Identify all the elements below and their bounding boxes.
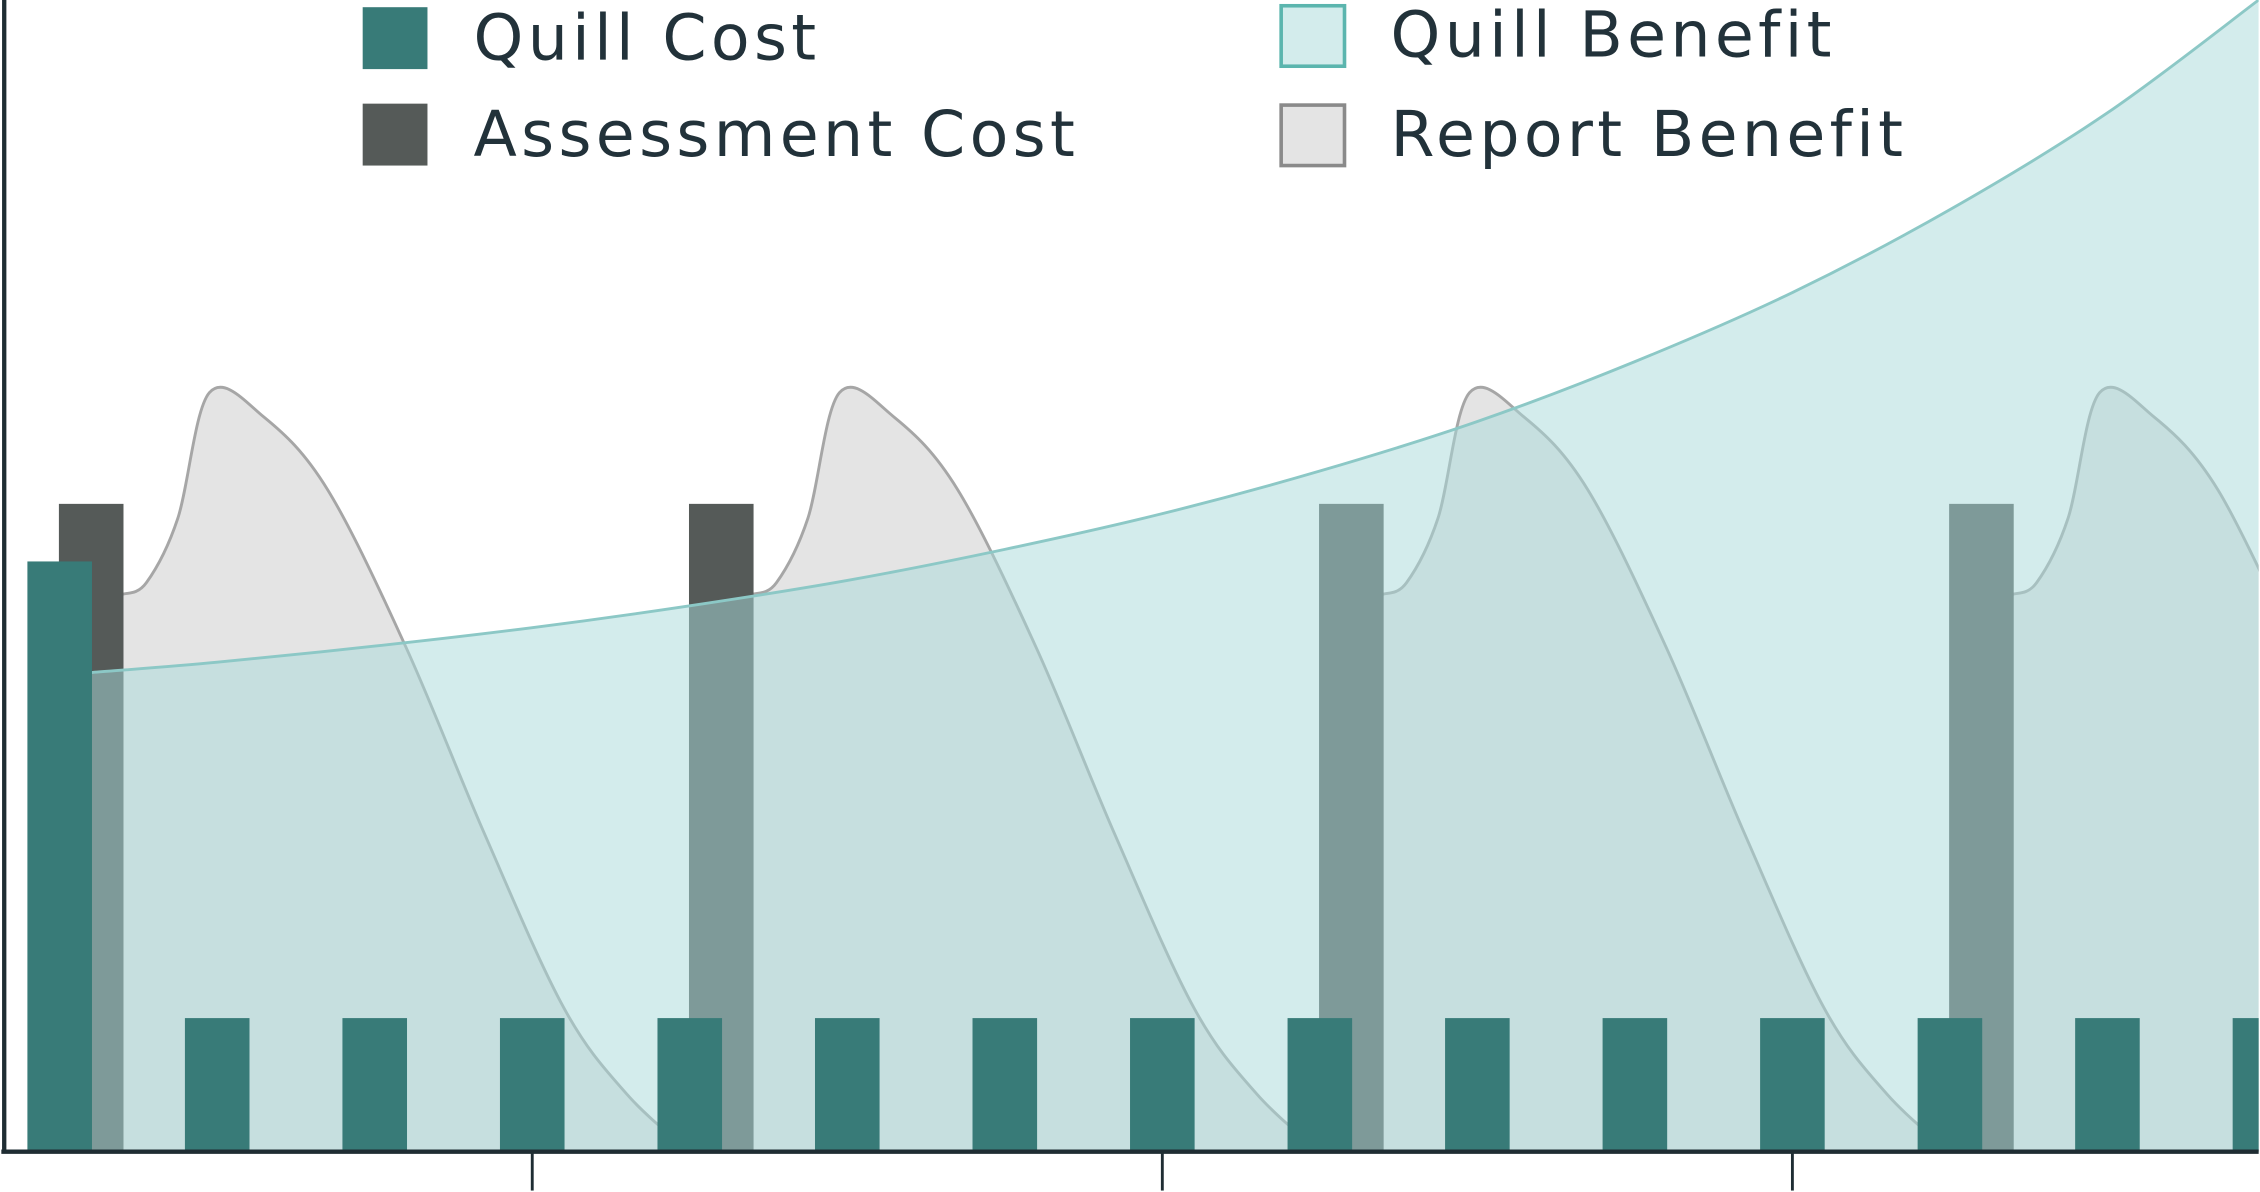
- plot-area: [27, 0, 2259, 1152]
- bar: [1445, 1018, 1510, 1152]
- bar: [27, 561, 92, 1152]
- legend-item: Quill Benefit: [1279, 0, 1836, 71]
- legend-swatch: [362, 7, 428, 70]
- bar: [972, 1018, 1038, 1152]
- bar: [814, 1018, 880, 1152]
- legend-label: Quill Benefit: [1391, 0, 1836, 71]
- bar: [2075, 1018, 2140, 1152]
- legend-swatch: [1279, 103, 1347, 168]
- bar: [1760, 1018, 1825, 1152]
- bar: [342, 1018, 408, 1152]
- bar: [657, 1018, 723, 1152]
- bar: [1130, 1018, 1195, 1152]
- bar: [1287, 1018, 1353, 1152]
- area-fill: [91, 0, 2259, 1152]
- legend: Quill Cost Assessment Cost Quill Benefit Re…: [362, 0, 1908, 171]
- area-line: [91, 0, 2259, 675]
- bar: [1917, 1018, 1983, 1152]
- bar: [2232, 1018, 2259, 1152]
- bar: [184, 1018, 250, 1152]
- bar: [1602, 1018, 1668, 1152]
- legend-swatch: [362, 103, 428, 166]
- legend-label: Quill Cost: [474, 0, 821, 74]
- legend-label: Report Benefit: [1391, 97, 1908, 171]
- legend-label: Assessment Cost: [474, 97, 1080, 171]
- legend-swatch: [1279, 3, 1347, 69]
- legend-item: Report Benefit: [1279, 97, 1908, 171]
- legend-item: Assessment Cost: [362, 97, 1080, 171]
- bar: [499, 1018, 565, 1152]
- legend-item: Quill Cost: [362, 0, 821, 74]
